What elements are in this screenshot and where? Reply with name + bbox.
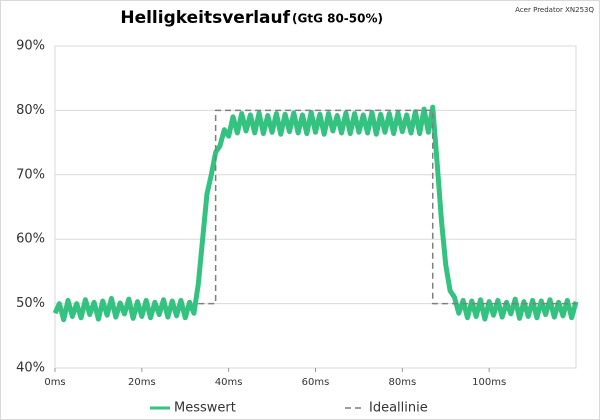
series-line bbox=[52, 104, 579, 323]
annotation: Acer Predator XN253Q bbox=[515, 6, 594, 14]
x-tick-label: 80ms bbox=[388, 377, 416, 388]
series-line bbox=[198, 109, 576, 305]
y-tick-label: 60% bbox=[16, 232, 45, 247]
y-tick-label: 70% bbox=[16, 167, 45, 182]
x-tick-label: 0ms bbox=[44, 377, 65, 388]
y-tick-label: 90% bbox=[16, 39, 45, 54]
x-tick-label: 100ms bbox=[472, 377, 506, 388]
chart-title: Helligkeitsverlauf bbox=[120, 8, 290, 28]
y-tick-label: 80% bbox=[16, 103, 45, 118]
legend-label: Ideallinie bbox=[369, 401, 428, 416]
x-tick-label: 20ms bbox=[128, 377, 156, 388]
y-tick-label: 40% bbox=[16, 361, 45, 376]
x-tick-label: 60ms bbox=[302, 377, 330, 388]
x-tick-label: 40ms bbox=[215, 377, 243, 388]
chart-subtitle: (GtG 80-50%) bbox=[292, 12, 383, 26]
legend-label: Messwert bbox=[174, 401, 236, 416]
y-tick-label: 50% bbox=[16, 296, 45, 311]
